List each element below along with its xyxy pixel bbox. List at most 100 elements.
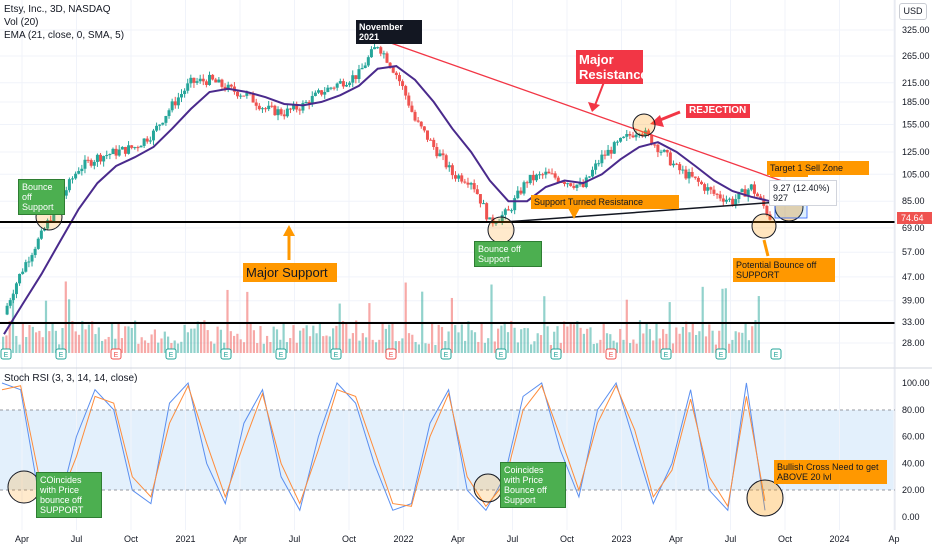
candle-body: [304, 101, 308, 103]
candle-body: [419, 121, 423, 127]
candle-body: [329, 87, 333, 89]
volume-bar: [602, 323, 605, 353]
candle-body: [239, 95, 243, 97]
price-tick-label: 28.00: [902, 338, 925, 348]
volume-bar: [28, 324, 31, 353]
candle-body: [696, 177, 700, 182]
candle-body: [354, 75, 358, 79]
major-support-arrowhead: [283, 225, 295, 236]
volume-bar: [431, 322, 434, 353]
volume-bar: [170, 343, 173, 353]
potential-bounce-arrow: [762, 239, 770, 257]
candle-body: [229, 84, 233, 87]
chart-symbol-title: Etsy, Inc., 3D, NASDAQ: [4, 4, 111, 15]
volume-bar: [150, 334, 153, 353]
last-price-label: 74.64: [901, 213, 924, 223]
candle-body: [5, 305, 9, 315]
volume-bar: [213, 343, 216, 353]
volume-bar: [708, 324, 711, 353]
resistance-arrow: [593, 81, 605, 109]
candle-body: [170, 101, 174, 111]
candle-body: [18, 273, 22, 284]
price-tick-label: 155.00: [902, 120, 930, 130]
volume-bar: [335, 325, 338, 353]
ema-legend: EMA (21, close, 0, SMA, 5): [4, 30, 125, 41]
volume-bar: [25, 337, 28, 353]
price-tick-label: 69.00: [902, 223, 925, 233]
candle-body: [413, 111, 417, 121]
volume-bar: [94, 334, 97, 353]
candle-body: [687, 171, 691, 179]
candle-body: [89, 160, 93, 166]
earnings-marker-box: [220, 348, 232, 360]
volume-bar: [153, 329, 156, 353]
candle-body: [167, 110, 171, 117]
volume-bar: [487, 338, 490, 353]
earnings-marker-letter: E: [609, 352, 614, 359]
earnings-marker-letter: E: [499, 352, 504, 359]
volume-bar: [490, 284, 493, 353]
major-resistance-label: Major Resistance: [576, 50, 648, 84]
volume-bar: [483, 342, 486, 353]
volume-bar: [467, 321, 470, 353]
rsi-right-circle: [746, 479, 784, 517]
volume-bar: [312, 325, 315, 353]
volume-bar: [206, 330, 209, 353]
candle-body: [746, 189, 750, 197]
earnings-marker-letter: E: [554, 352, 559, 359]
volume-bar: [609, 334, 612, 353]
volume-bar: [658, 338, 661, 353]
volume-bar: [721, 288, 724, 353]
volume-bar: [701, 286, 704, 353]
volume-bar: [731, 339, 734, 353]
rejection-arrowhead: [650, 115, 664, 127]
volume-bar: [632, 339, 635, 353]
candle-body: [422, 126, 426, 131]
volume-bar: [54, 330, 57, 353]
candle-body: [454, 175, 458, 179]
candle-body: [257, 105, 261, 110]
candle-body: [161, 122, 165, 125]
candle-body: [591, 169, 595, 177]
volume-bar: [186, 332, 189, 353]
candle-body: [351, 75, 355, 83]
volume-bar: [167, 336, 170, 353]
volume-bar: [751, 326, 754, 353]
earnings-marker: E: [440, 348, 452, 360]
volume-bar: [698, 331, 701, 353]
candle-body: [8, 300, 12, 306]
volume-bar: [563, 321, 566, 353]
candle-body: [410, 105, 414, 112]
candle-body: [220, 79, 224, 87]
price-axis: 325.00 265.00 215.00 185.00 155.00 125.00 105.…: [902, 25, 930, 348]
price-tick-label: 105.00: [902, 169, 930, 179]
candle-body: [425, 130, 429, 140]
candle-body: [650, 134, 654, 145]
volume-bar: [229, 331, 232, 353]
candle-body: [148, 140, 152, 142]
earnings-marker-letter: E: [719, 352, 724, 359]
currency-button[interactable]: USD: [899, 3, 927, 20]
candle-body: [432, 139, 436, 148]
volume-bar: [464, 340, 467, 353]
volume-bar: [417, 344, 420, 353]
time-tick-label: Jul: [71, 534, 83, 544]
earnings-marker-box: [440, 348, 452, 360]
time-tick-label: Apr: [451, 534, 465, 544]
candle-body: [332, 87, 336, 89]
candle-body: [768, 214, 772, 220]
earnings-marker-box: [385, 348, 397, 360]
candle-body: [703, 184, 707, 191]
candle-body: [151, 130, 155, 141]
volume-bar: [559, 342, 562, 353]
candle-body: [762, 198, 766, 206]
volume-bar: [157, 342, 160, 353]
volume-bar: [259, 326, 262, 353]
candle-body: [301, 102, 305, 111]
volume-bar: [137, 343, 140, 353]
volume-bar: [625, 299, 628, 353]
candle-body: [14, 283, 18, 295]
candle-body: [721, 198, 725, 202]
candle-body: [108, 154, 112, 156]
volume-bar: [110, 323, 114, 353]
